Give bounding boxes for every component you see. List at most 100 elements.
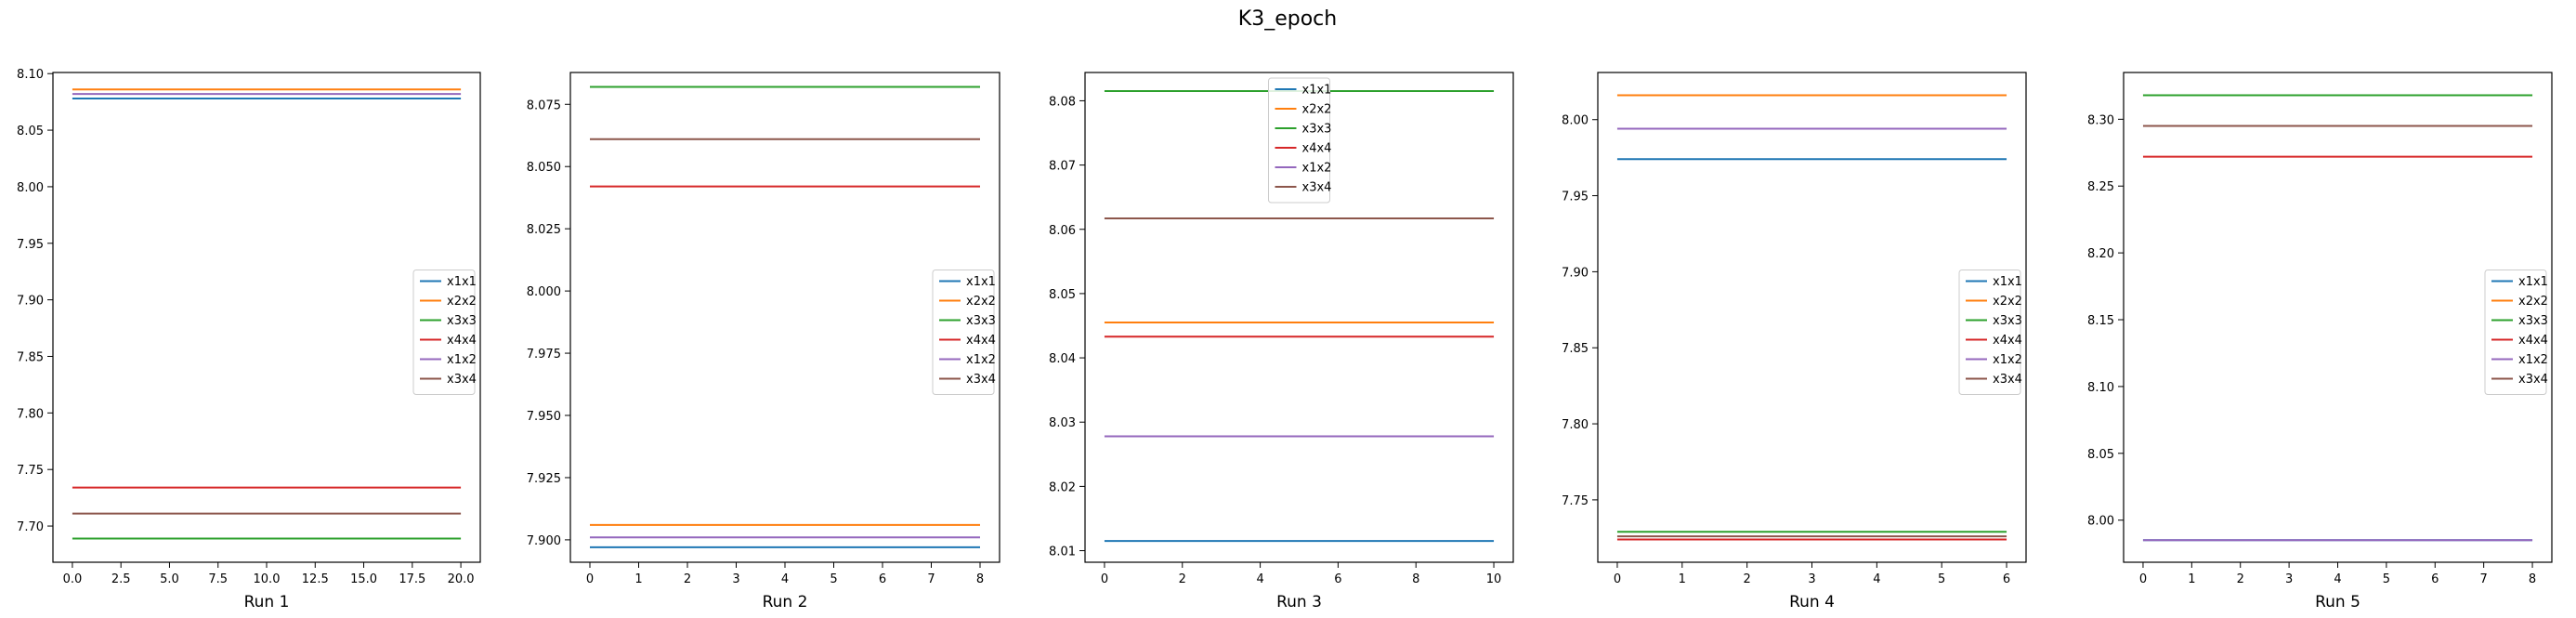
x-tick-label: 5 — [2383, 572, 2390, 586]
legend: x1x1 x2x2 x3x3 x4x4 x1x2 x3x4 — [1268, 77, 1332, 204]
x-tick-label: 3 — [1808, 572, 1815, 586]
y-tick-label: 7.925 — [527, 472, 561, 486]
y-tick-label: 7.900 — [527, 534, 561, 548]
x-tick-label: 7 — [2480, 572, 2488, 586]
y-tick-label: 7.75 — [17, 464, 44, 478]
y-tick-label: 7.975 — [527, 348, 561, 362]
legend-label-x1x1: x1x1 — [2518, 275, 2548, 289]
x-tick-label: 8 — [976, 572, 984, 586]
legend-label-x4x4: x4x4 — [1302, 142, 1332, 156]
x-tick-label: 7 — [927, 572, 935, 586]
legend-label-x1x2: x1x2 — [447, 353, 477, 367]
x-axis-label: Run 5 — [2315, 593, 2360, 611]
legend: x1x1 x2x2 x3x3 x4x4 x1x2 x3x4 — [2484, 270, 2548, 395]
x-tick-label: 6 — [1334, 572, 1341, 586]
x-tick-label: 10.0 — [254, 572, 281, 586]
x-tick-label: 4 — [1873, 572, 1880, 586]
x-tick-label: 4 — [781, 572, 789, 586]
x-tick-label: 20.0 — [448, 572, 475, 586]
legend-label-x4x4: x4x4 — [447, 334, 477, 348]
y-tick-label: 7.75 — [1562, 494, 1589, 508]
x-tick-label: 6 — [2003, 572, 2010, 586]
y-tick-label: 7.70 — [17, 520, 44, 534]
y-tick-label: 8.050 — [527, 161, 561, 175]
legend-label-x3x3: x3x3 — [447, 314, 477, 328]
legend-label-x3x4: x3x4 — [2518, 373, 2548, 387]
x-tick-label: 2 — [684, 572, 691, 586]
subplot-run-4: 0 1 2 3 4 5 6 7.75 7.80 7.85 7.90 7.95 8.00 Run 4 x1x1… — [1562, 72, 2027, 611]
legend-label-x1x1: x1x1 — [966, 275, 996, 289]
y-tick-label: 8.08 — [1049, 95, 1076, 109]
legend-label-x1x1: x1x1 — [447, 275, 477, 289]
y-tick-label: 7.90 — [1562, 266, 1589, 280]
x-tick-label: 7.5 — [208, 572, 228, 586]
legend: x1x1 x2x2 x3x3 x4x4 x1x2 x3x4 — [932, 270, 996, 395]
y-tick-label: 8.00 — [1562, 114, 1589, 128]
x-tick-label: 8 — [1412, 572, 1419, 586]
y-tick-label: 7.80 — [1562, 418, 1589, 432]
legend: x1x1 x2x2 x3x3 x4x4 x1x2 x3x4 — [1958, 270, 2022, 395]
legend-label-x2x2: x2x2 — [966, 295, 996, 309]
legend-label-x1x1: x1x1 — [1993, 275, 2022, 289]
x-tick-label: 6 — [879, 572, 886, 586]
x-tick-label: 15.0 — [350, 572, 377, 586]
figure-title: K3_epoch — [1238, 7, 1337, 31]
panels: 0.0 2.5 5.0 7.5 10.0 12.5 15.0 17.5 20.0 7.70 7.75… — [17, 68, 2553, 611]
y-tick-label: 7.950 — [527, 410, 561, 424]
x-tick-label: 0 — [1101, 572, 1108, 586]
x-tick-label: 1 — [634, 572, 642, 586]
y-tick-label: 8.02 — [1049, 480, 1076, 494]
y-tick-label: 8.05 — [1049, 288, 1076, 302]
x-tick-label: 0 — [586, 572, 594, 586]
y-tick-label: 8.000 — [527, 285, 561, 299]
y-tick-label: 8.075 — [527, 99, 561, 112]
x-tick-label: 2 — [1744, 572, 1751, 586]
legend-label-x2x2: x2x2 — [1302, 103, 1332, 117]
y-tick-label: 8.01 — [1049, 546, 1076, 559]
subplot-run-1: 0.0 2.5 5.0 7.5 10.0 12.5 15.0 17.5 20.0 7.70 7.75… — [17, 68, 481, 611]
x-axis-label: Run 4 — [1789, 593, 1835, 611]
x-tick-label: 6 — [2431, 572, 2439, 586]
x-tick-label: 4 — [2334, 572, 2341, 586]
legend-label-x4x4: x4x4 — [966, 334, 996, 348]
y-tick-label: 8.25 — [2087, 180, 2114, 194]
x-tick-label: 10 — [1486, 572, 1502, 586]
legend-label-x2x2: x2x2 — [2518, 295, 2548, 309]
x-tick-label: 4 — [1256, 572, 1263, 586]
x-tick-label: 2 — [2237, 572, 2244, 586]
y-tick-label: 8.00 — [2087, 515, 2114, 529]
axes-frame — [1084, 72, 1514, 563]
x-tick-label: 5 — [830, 572, 837, 586]
x-axis-label: Run 1 — [244, 593, 290, 611]
subplot-run-3: 0 2 4 6 8 10 8.01 8.02 8.03 8.04 8.05 8.06 8.07 8.08 R… — [1049, 72, 1514, 611]
y-tick-label: 7.95 — [1562, 191, 1589, 204]
x-tick-label: 1 — [2188, 572, 2195, 586]
x-tick-label: 17.5 — [399, 572, 425, 586]
subplot-run-2: 0 1 2 3 4 5 6 7 8 7.900 7.925 7.950 7.975 8.000 8.025 8… — [527, 72, 1000, 611]
y-tick-label: 8.03 — [1049, 416, 1076, 430]
legend-label-x3x4: x3x4 — [1302, 181, 1332, 195]
y-tick-label: 8.05 — [2087, 448, 2114, 462]
legend-label-x3x4: x3x4 — [966, 373, 996, 387]
y-tick-label: 7.90 — [17, 295, 44, 309]
legend-label-x4x4: x4x4 — [1993, 334, 2022, 348]
legend-label-x3x3: x3x3 — [966, 314, 996, 328]
x-tick-label: 12.5 — [302, 572, 329, 586]
legend-label-x3x4: x3x4 — [1993, 373, 2022, 387]
x-tick-label: 2.5 — [111, 572, 131, 586]
x-tick-label: 0 — [1614, 572, 1621, 586]
x-tick-label: 1 — [1679, 572, 1686, 586]
x-axis-label: Run 3 — [1276, 593, 1322, 611]
y-tick-label: 7.85 — [1562, 342, 1589, 356]
x-tick-label: 3 — [732, 572, 739, 586]
legend-label-x4x4: x4x4 — [2518, 334, 2548, 348]
legend-label-x1x2: x1x2 — [1993, 353, 2022, 367]
x-tick-label: 3 — [2285, 572, 2293, 586]
y-tick-label: 7.85 — [17, 350, 44, 364]
y-tick-label: 8.30 — [2087, 113, 2114, 127]
legend-label-x1x1: x1x1 — [1302, 84, 1332, 98]
y-tick-label: 7.95 — [17, 238, 44, 252]
legend-label-x2x2: x2x2 — [447, 295, 477, 309]
subplot-run-5: 0 1 2 3 4 5 6 7 8 8.00 8.05 8.10 8.15 8.20 8.25 8.30 Run… — [2087, 72, 2553, 611]
